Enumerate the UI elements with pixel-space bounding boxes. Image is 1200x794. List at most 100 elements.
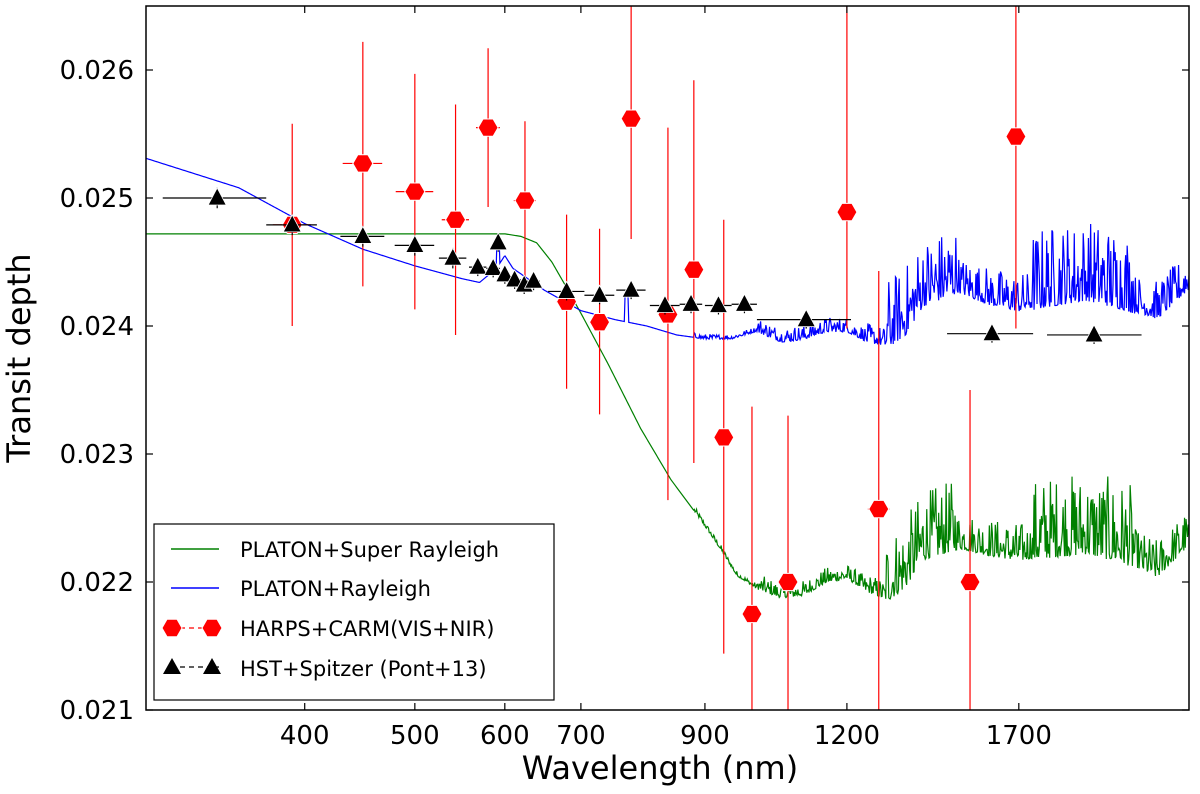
hst-spitzer-marker <box>589 284 610 303</box>
x-tick-label: 900 <box>680 721 730 751</box>
y-tick-label: 0.023 <box>60 440 134 470</box>
harps-carm-marker <box>477 118 499 137</box>
y-tick-label: 0.022 <box>60 568 134 598</box>
harps-carm-marker <box>352 154 374 173</box>
hst-spitzer-point <box>266 214 317 236</box>
hst-spitzer-point <box>584 284 615 305</box>
hst-spitzer-marker <box>982 322 1002 342</box>
hst-spitzer-marker <box>734 293 755 312</box>
hst-spitzer-marker <box>708 294 729 313</box>
legend-hst-spitzer-label: HST+Spitzer (Pont+13) <box>240 657 487 681</box>
x-tick-label: 1700 <box>986 721 1052 751</box>
harps-carm-marker <box>514 191 536 210</box>
legend-box <box>153 523 555 701</box>
hst-spitzer-point <box>488 231 508 252</box>
hst-spitzer-point <box>731 293 757 314</box>
hst-spitzer-marker <box>796 308 816 328</box>
legend: PLATON+Super Rayleigh PLATON+Rayleigh HA… <box>153 523 555 701</box>
harps-carm-marker <box>836 202 858 222</box>
hst-spitzer-series <box>162 187 1142 344</box>
x-tick-label: 700 <box>556 721 606 751</box>
harps-carm-point <box>513 121 536 280</box>
x-tick-label: 500 <box>390 721 440 751</box>
hst-spitzer-marker <box>443 247 463 266</box>
harps-carm-marker <box>959 572 981 592</box>
harps-carm-point <box>777 415 799 710</box>
hst-spitzer-marker <box>655 294 675 313</box>
hst-spitzer-point <box>394 234 435 256</box>
harps-carm-point <box>959 390 981 710</box>
hst-spitzer-point <box>468 256 488 277</box>
hst-spitzer-point <box>679 293 703 314</box>
harps-carm-marker <box>741 604 763 624</box>
hst-spitzer-point <box>483 257 503 278</box>
hst-spitzer-point <box>756 308 852 329</box>
hst-spitzer-point <box>548 280 585 301</box>
harps-carm-marker <box>713 428 735 447</box>
hst-spitzer-marker <box>681 293 701 312</box>
hst-spitzer-point <box>438 247 467 269</box>
hst-spitzer-point <box>162 187 267 209</box>
harps-carm-marker <box>868 499 890 519</box>
hst-spitzer-point <box>495 263 515 284</box>
hst-spitzer-marker <box>405 234 425 253</box>
hst-spitzer-point <box>1047 324 1142 344</box>
harps-carm-point <box>589 228 611 415</box>
hst-spitzer-marker <box>483 257 503 276</box>
harps-carm-marker <box>1005 127 1027 146</box>
harps-carm-point <box>836 6 858 329</box>
hst-spitzer-point <box>523 270 544 291</box>
hst-spitzer-marker <box>495 263 515 283</box>
harps-carm-marker <box>444 210 467 229</box>
harps-carm-point <box>657 127 679 501</box>
harps-carm-point <box>342 41 383 287</box>
hst-spitzer-marker <box>353 225 373 244</box>
hst-spitzer-marker <box>207 187 227 206</box>
harps-carm-point <box>395 73 434 310</box>
plot-area <box>146 6 1189 710</box>
y-axis: 0.021 0.022 0.023 0.024 0.025 0.026 <box>60 56 1189 726</box>
hst-spitzer-point <box>947 322 1034 343</box>
harps-carm-marker <box>404 182 426 201</box>
hst-spitzer-marker <box>282 214 302 233</box>
y-tick-label: 0.026 <box>60 56 134 86</box>
hst-spitzer-marker <box>556 280 577 299</box>
hst-spitzer-marker <box>488 231 508 251</box>
legend-harps-carm-marker-right <box>201 618 223 638</box>
y-tick-label: 0.025 <box>60 184 134 214</box>
hst-spitzer-point <box>340 225 385 247</box>
harps-carm-point <box>1005 6 1027 329</box>
x-tick-label: 600 <box>480 721 530 751</box>
harps-carm-point <box>713 219 735 654</box>
harps-carm-point <box>867 270 890 710</box>
legend-harps-carm-label: HARPS+CARM(VIS+NIR) <box>240 617 494 641</box>
plot-frame <box>145 5 1190 711</box>
harps-carm-point <box>441 104 470 335</box>
hst-spitzer-marker <box>523 270 544 289</box>
x-tick-label: 1200 <box>814 721 880 751</box>
legend-harps-carm-marker-left <box>161 618 183 638</box>
harps-carm-point <box>741 406 763 710</box>
hst-spitzer-point <box>616 279 646 300</box>
legend-hst-spitzer-marker-right <box>203 658 221 674</box>
harps-carm-point <box>620 6 642 239</box>
hst-spitzer-marker <box>468 256 488 275</box>
harps-carm-point <box>683 80 705 463</box>
hst-spitzer-point <box>704 294 732 315</box>
y-axis-title: Transit depth <box>0 253 38 463</box>
y-tick-label: 0.024 <box>60 312 134 342</box>
hst-spitzer-marker <box>504 269 525 288</box>
x-axis: 400 500 600 700 900 1200 1700 <box>280 6 1052 751</box>
legend-hst-spitzer-marker-left <box>163 658 181 674</box>
harps-carm-point <box>476 48 500 207</box>
legend-rayleigh-label: PLATON+Rayleigh <box>240 577 431 601</box>
harps-carm-point <box>556 214 578 389</box>
harps-carm-marker <box>620 109 642 128</box>
harps-carm-marker <box>589 313 611 332</box>
hst-spitzer-marker <box>1084 324 1104 343</box>
hst-spitzer-marker <box>621 279 641 298</box>
harps-carm-marker <box>683 260 705 279</box>
hst-spitzer-point <box>649 294 680 315</box>
legend-super-rayleigh-label: PLATON+Super Rayleigh <box>240 538 499 562</box>
